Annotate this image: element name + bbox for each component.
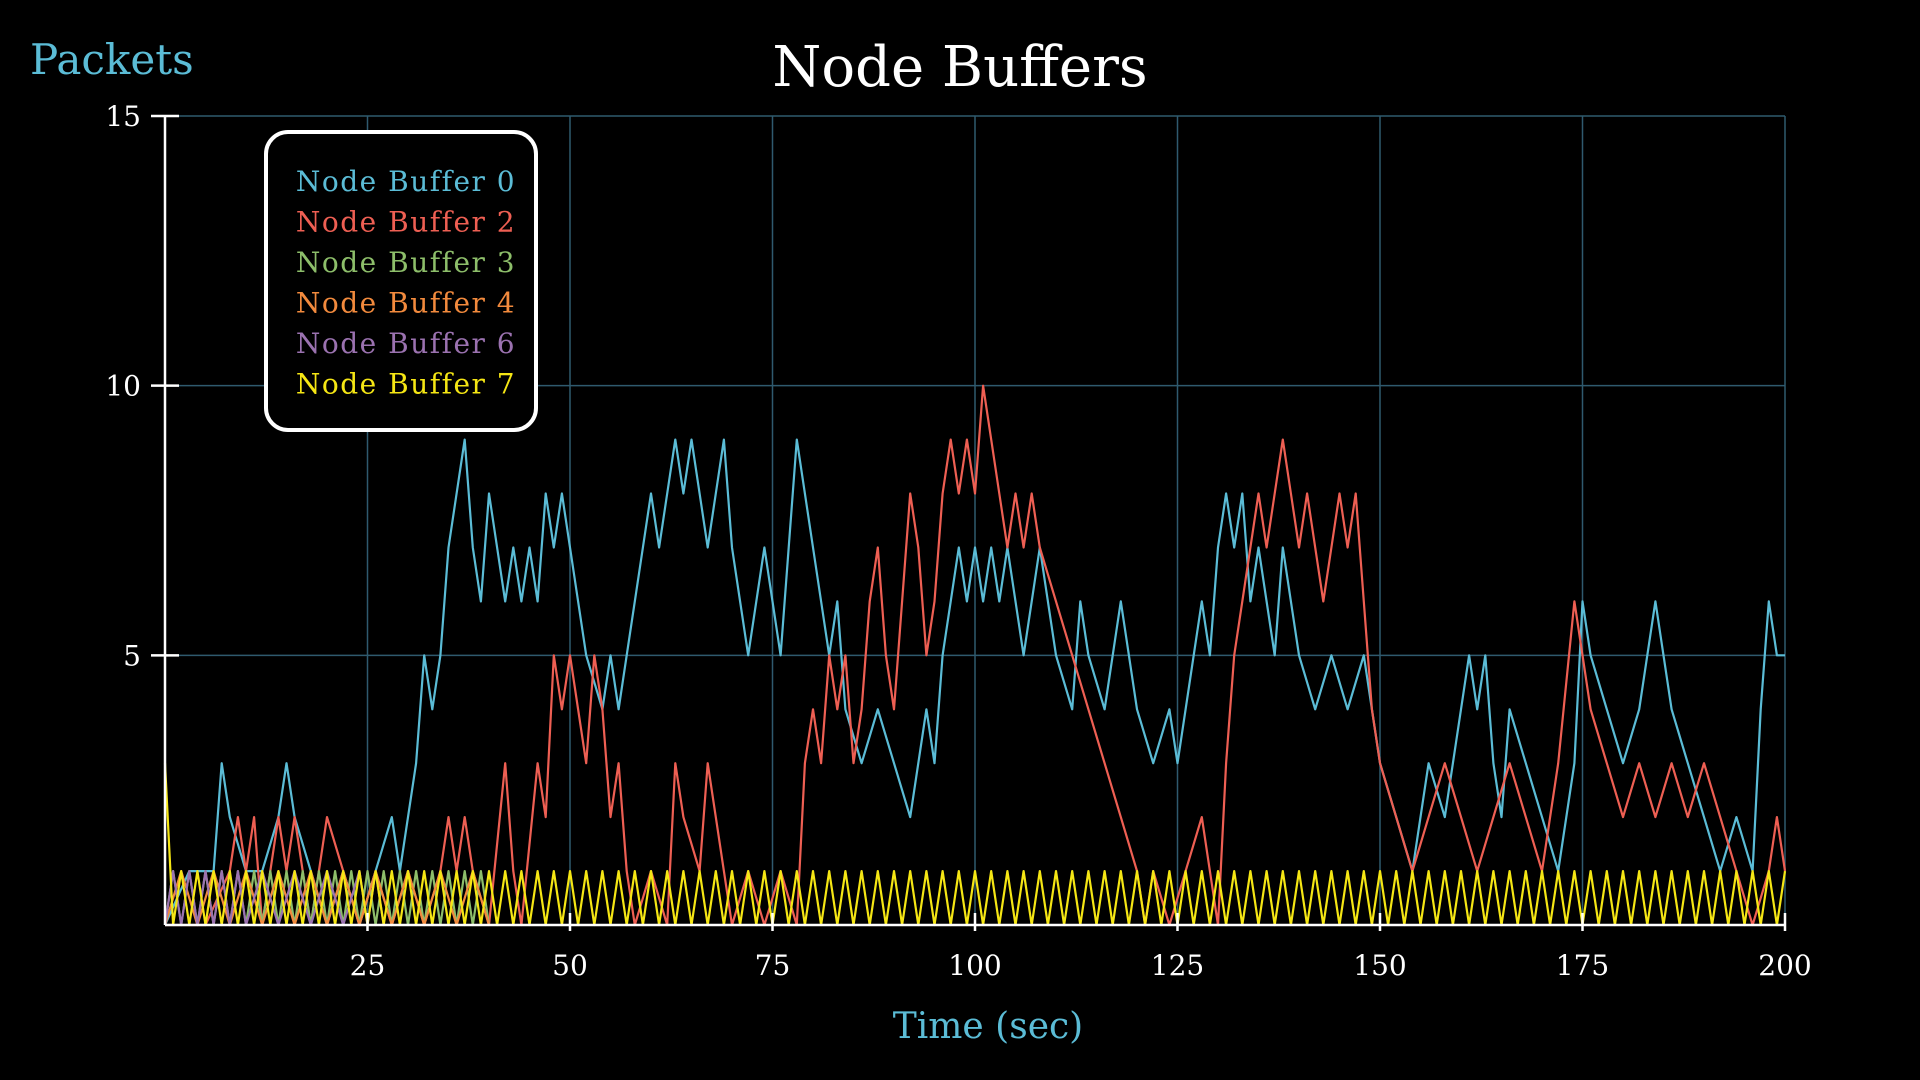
x-tick-label-6: 175 [1556,949,1609,982]
x-tick-label-7: 200 [1758,949,1811,982]
x-tick-label-3: 100 [948,949,1001,982]
y-tick-label-1: 10 [105,370,141,403]
x-tick-label-4: 125 [1151,949,1204,982]
legend-entries: Node Buffer 0 Node Buffer 2 Node Buffer 3 N… [296,165,516,401]
y-axis-label: Packets [30,35,194,84]
y-tick-label-0: 5 [123,639,141,672]
legend-entry-2: Node Buffer 3 [296,246,516,279]
legend-entry-0: Node Buffer 0 [296,165,516,198]
legend: Node Buffer 0 Node Buffer 2 Node Buffer 3 N… [264,130,538,432]
legend-entry-1: Node Buffer 2 [296,206,516,239]
x-tick-label-1: 50 [552,949,588,982]
chart-title: Node Buffers [772,35,1147,100]
y-tick-label-2: 15 [105,100,141,133]
series-line-1 [165,384,1787,927]
legend-entry-5: Node Buffer 7 [296,368,516,401]
x-tick-label-0: 25 [350,949,386,982]
series-line-0 [163,438,1785,927]
legend-entry-3: Node Buffer 4 [296,287,516,320]
grid-lines [165,115,1786,925]
x-tick-label-5: 150 [1353,949,1406,982]
legend-entry-4: Node Buffer 6 [296,327,516,360]
tick-labels: 5 10 15 25 50 75 100 125 150 175 200 [105,100,1811,982]
series-line-5 [163,763,1787,927]
x-tick-label-2: 75 [755,949,791,982]
legend-box [264,130,538,432]
x-axis-label: Time (sec) [893,1006,1083,1047]
